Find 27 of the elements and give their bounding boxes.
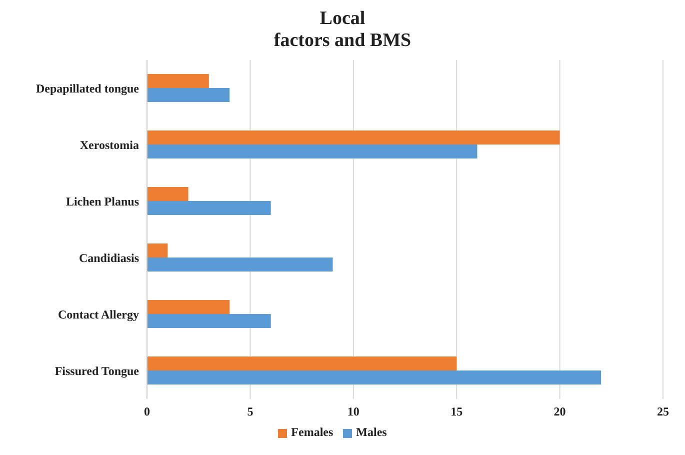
x-tick-label: 0 [144,404,150,419]
bar [147,88,230,102]
bar [147,370,602,384]
x-tick-label: 25 [657,404,669,419]
bar [147,201,271,215]
bar [147,258,333,272]
y-tick-label: Depapillated tongue [36,82,140,96]
legend-label: Males [356,425,387,439]
legend-label: Females [291,425,334,439]
chart-title: Local factors and BMS [272,8,412,52]
bar [147,244,168,258]
x-tick-label: 20 [554,404,566,419]
x-tick-label: 15 [450,404,463,419]
x-tick-label: 5 [247,404,254,419]
y-tick-label: Contact Allergy [58,308,139,322]
bar [147,356,457,370]
y-tick-label: Fissured Tongue [54,364,140,378]
y-tick-label: Xerostomia [80,138,139,152]
bar [147,314,271,328]
x-tick-label: 10 [347,404,360,419]
bar [147,74,209,88]
bar [147,130,560,144]
bar [147,144,478,158]
y-tick-label: Lichen Planus [66,194,140,209]
bar [147,187,188,201]
bar [147,300,230,314]
y-tick-label: Candidiasis [78,251,140,266]
